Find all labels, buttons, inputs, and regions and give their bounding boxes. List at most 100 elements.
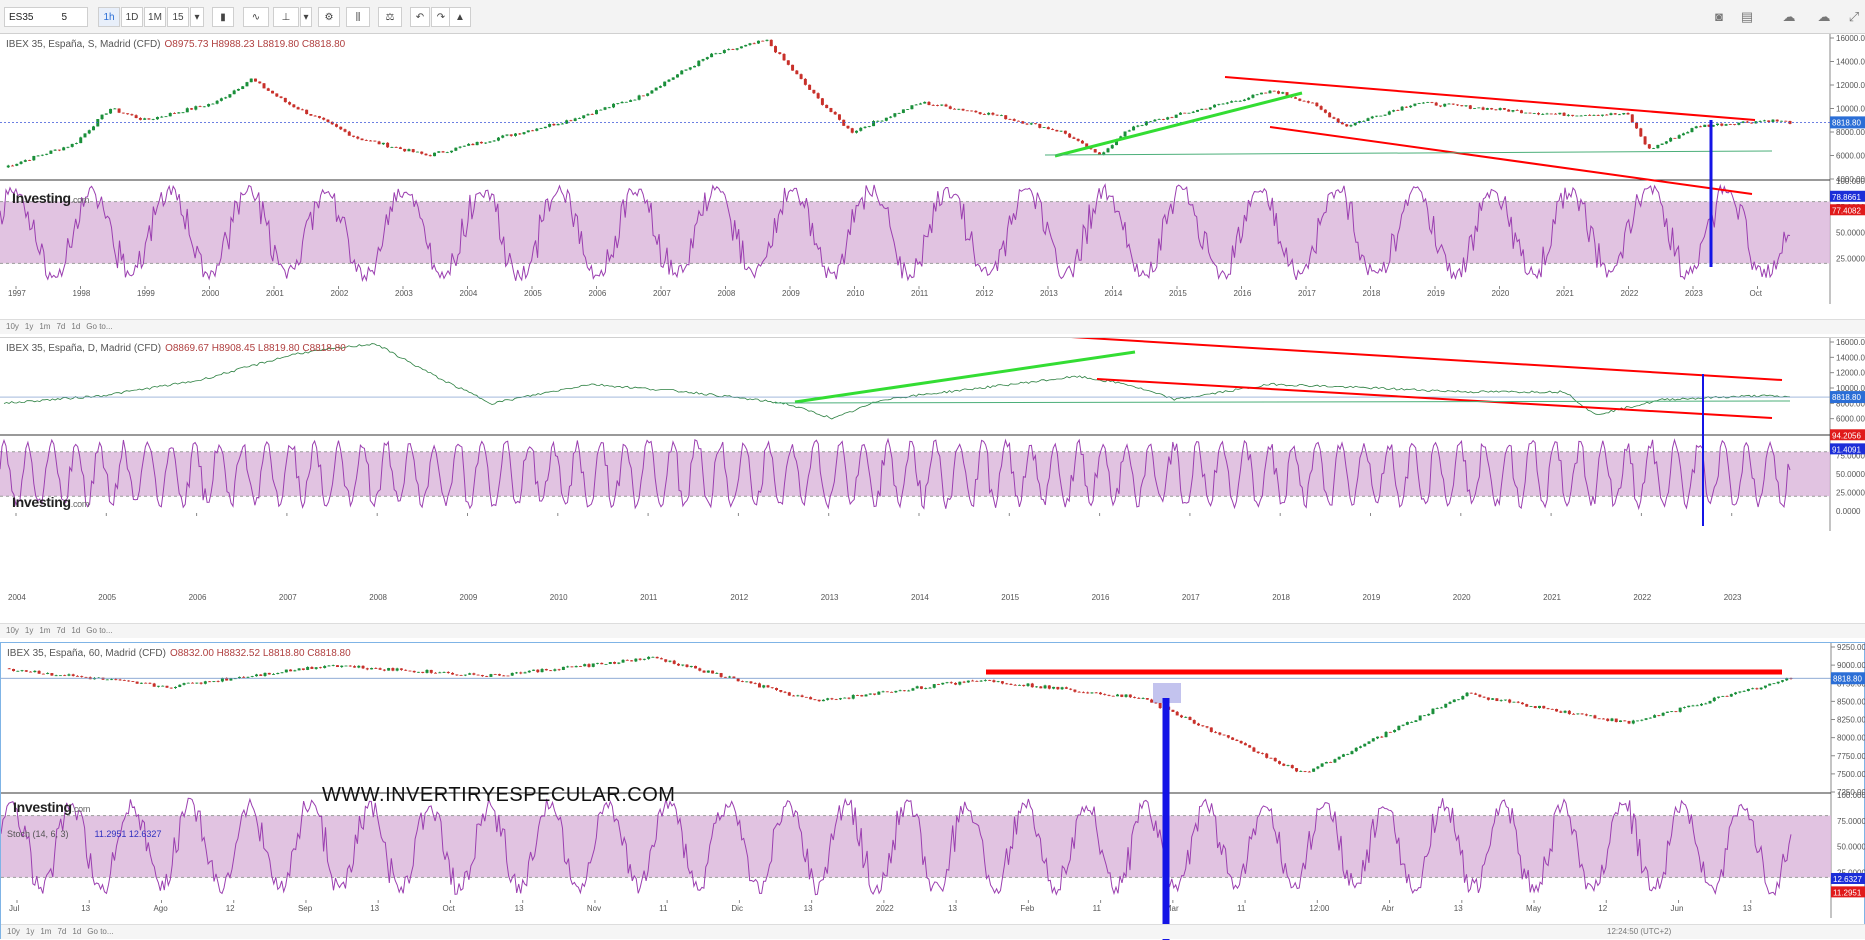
interval-1h-button[interactable]: 1h	[98, 7, 120, 27]
time-tick-label: 2015	[1169, 289, 1187, 298]
undo-icon[interactable]: ↶	[410, 7, 430, 27]
candle-body	[1443, 103, 1447, 107]
candle-body	[131, 681, 135, 682]
candle-body	[1643, 136, 1647, 145]
candle-body	[138, 118, 142, 120]
candle-body	[890, 691, 894, 693]
candle-body	[1157, 118, 1161, 120]
time-tick-label: 2015	[1001, 593, 1019, 602]
candle-body	[834, 699, 838, 701]
interval-1m-button[interactable]: 1M	[144, 7, 166, 27]
candle-body	[202, 106, 206, 108]
compare-icon[interactable]: ⫼	[346, 7, 370, 27]
price-badge: 8818.80	[1832, 393, 1861, 402]
cloud-icon[interactable]: ☁	[1782, 9, 1796, 24]
candle-body	[1418, 715, 1422, 721]
candle-type-icon[interactable]: ▮	[212, 7, 234, 27]
range-1y[interactable]: 1y	[24, 322, 34, 331]
range-10y[interactable]: 10y	[6, 626, 19, 635]
weekly-chart-svg[interactable]: 16000.00 14000.00 12000.00 10000.00 8000.00 6…	[0, 34, 1865, 336]
candle-body	[800, 695, 804, 697]
candle-body	[1405, 722, 1409, 725]
goto-link[interactable]: Go to...	[86, 626, 113, 635]
range-7d[interactable]: 7d	[56, 322, 66, 331]
daily-chart-svg[interactable]: 16000.00 14000.00 12000.00 10000.00 8000.00 6…	[0, 338, 1865, 641]
candle-body	[29, 671, 33, 673]
candle-body	[1563, 710, 1567, 713]
candle-body	[1623, 720, 1627, 722]
layout-icon[interactable]: ▤	[1740, 9, 1754, 24]
candle-body	[191, 682, 195, 684]
candle-body	[279, 96, 283, 98]
drawing-dropdown-chevron-icon[interactable]: ▾	[300, 7, 312, 27]
camera-icon[interactable]: ◙	[1715, 9, 1723, 24]
candle-body	[1388, 731, 1392, 733]
interval-15-button[interactable]: 15	[167, 7, 189, 27]
price-tick-label: 4000.00	[1836, 175, 1865, 184]
redo-icon[interactable]: ↷	[431, 7, 451, 27]
time-tick-label: 2005	[524, 289, 542, 298]
candle-body	[698, 668, 702, 671]
symbol-input[interactable]: ES35 5	[4, 7, 88, 27]
range-1y[interactable]: 1y	[25, 927, 35, 936]
candle-body	[539, 128, 543, 129]
time-tick-label: 2007	[279, 593, 297, 602]
candle-body	[493, 674, 497, 675]
range-10y[interactable]: 10y	[7, 927, 20, 936]
panel-footer: 10y 1y 1m 7d 1d Go to...	[0, 623, 1865, 638]
candle-body	[177, 112, 181, 114]
candle-body	[190, 108, 194, 110]
candle-body	[373, 140, 377, 142]
range-1d[interactable]: 1d	[71, 626, 81, 635]
candle-body	[245, 82, 249, 87]
candle-body	[1311, 102, 1315, 104]
range-1m[interactable]: 1m	[39, 322, 51, 331]
range-1d[interactable]: 1d	[72, 927, 82, 936]
candle-body	[630, 660, 634, 662]
range-1m[interactable]: 1m	[40, 927, 52, 936]
candle-body	[1387, 111, 1391, 115]
alert-icon[interactable]: ▲	[449, 7, 471, 27]
price-tick-label: 12000.00	[1836, 369, 1865, 378]
candle-body	[1278, 761, 1281, 764]
candle-body	[1755, 688, 1759, 690]
candle-body	[199, 682, 203, 684]
range-1m[interactable]: 1m	[39, 626, 51, 635]
range-7d[interactable]: 7d	[56, 626, 66, 635]
interval-1d-button[interactable]: 1D	[121, 7, 143, 27]
candle-body	[1520, 702, 1524, 705]
fullscreen-icon[interactable]: ⤢	[1848, 9, 1860, 24]
candle-body	[826, 698, 830, 700]
range-1y[interactable]: 1y	[24, 626, 34, 635]
range-1d[interactable]: 1d	[71, 322, 81, 331]
balance-icon[interactable]: ⚖	[378, 7, 402, 27]
candle-body	[808, 84, 812, 90]
interval-dropdown-chevron-icon[interactable]: ▾	[190, 7, 204, 27]
candle-body	[1653, 715, 1657, 718]
candle-body	[1541, 114, 1545, 115]
candle-body	[1545, 113, 1549, 115]
candle-body	[369, 140, 373, 142]
candle-body	[1579, 115, 1583, 117]
candle-body	[96, 119, 100, 127]
range-10y[interactable]: 10y	[6, 322, 19, 331]
range-7d[interactable]: 7d	[57, 927, 67, 936]
candle-body	[1255, 94, 1259, 96]
candle-body	[1750, 122, 1754, 124]
goto-link[interactable]: Go to...	[87, 927, 114, 936]
candle-body	[1047, 685, 1051, 689]
candle-body	[1376, 736, 1380, 739]
settings-gear-icon[interactable]: ⚙	[318, 7, 340, 27]
candle-body	[664, 659, 668, 662]
cloud-upload-icon[interactable]: ☁	[1817, 9, 1831, 24]
indicators-icon[interactable]: ∿	[243, 7, 269, 27]
time-tick-label: 2021	[1556, 289, 1574, 298]
candle-body	[36, 155, 40, 157]
drawing-tools-icon[interactable]: ⊥	[273, 7, 299, 27]
goto-link[interactable]: Go to...	[86, 322, 113, 331]
candle-body	[415, 151, 419, 153]
candle-body	[569, 120, 573, 122]
candle-body	[147, 118, 151, 120]
candle-body	[185, 108, 189, 113]
hourly-chart-svg[interactable]: 9250.009000.008750.008500.008250.008000.…	[1, 643, 1865, 940]
